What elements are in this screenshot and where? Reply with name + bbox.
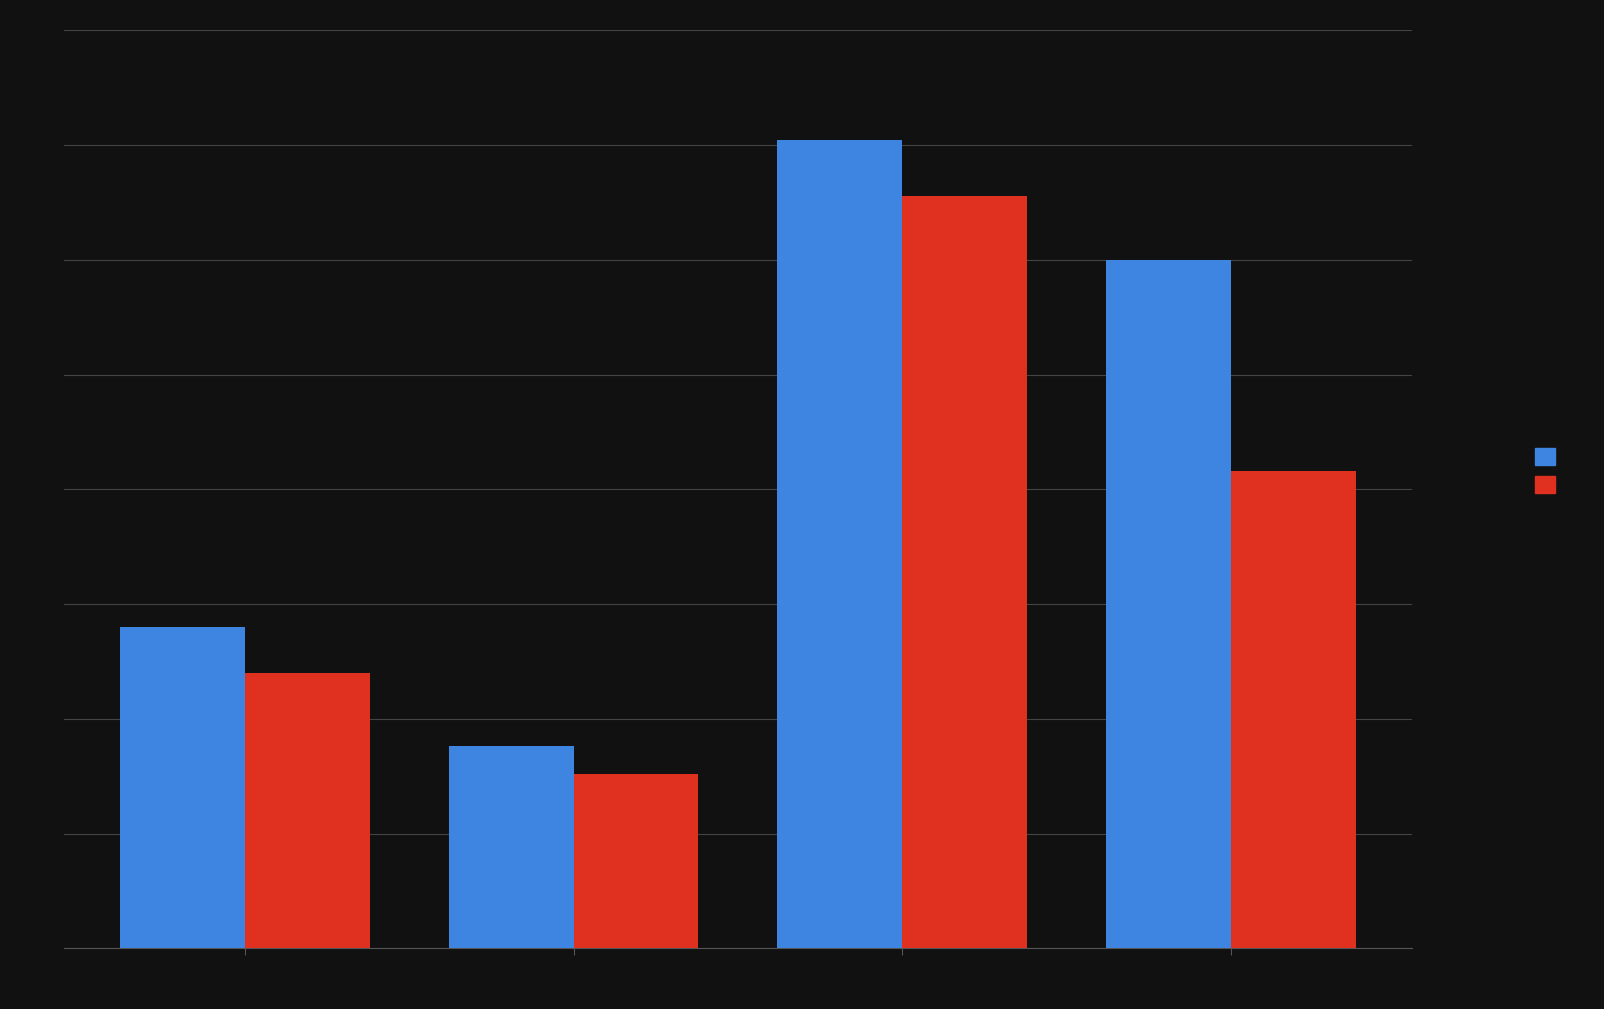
Bar bbox=[120, 627, 245, 948]
Bar bbox=[778, 140, 901, 948]
Bar bbox=[574, 774, 698, 948]
Bar bbox=[449, 747, 574, 948]
Bar bbox=[1105, 260, 1230, 948]
Bar bbox=[901, 196, 1027, 948]
Bar bbox=[245, 673, 371, 948]
Legend:  ,  : , bbox=[1530, 443, 1578, 499]
Bar bbox=[1230, 471, 1355, 948]
